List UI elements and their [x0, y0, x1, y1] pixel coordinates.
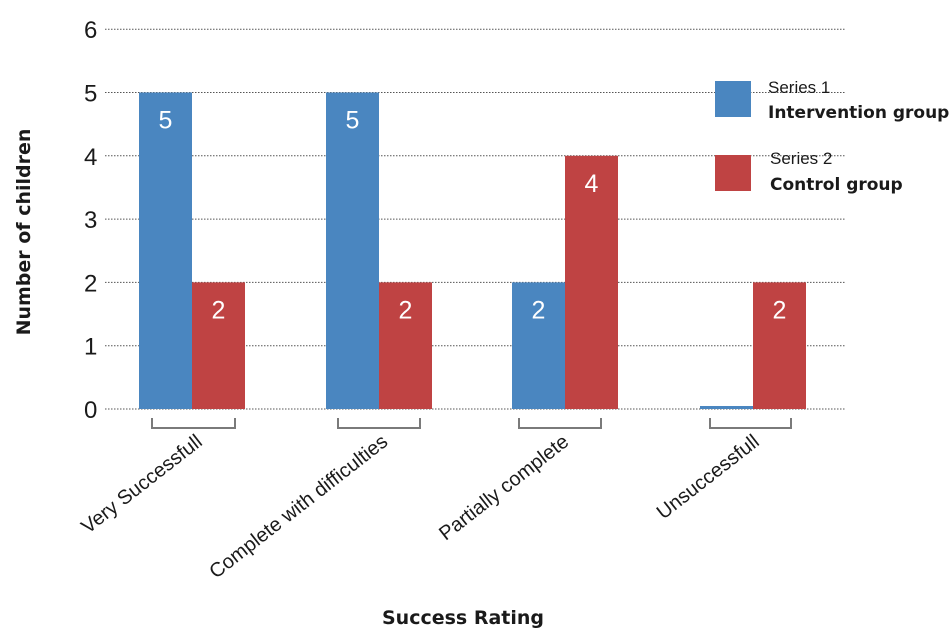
y-tick-label-4: 4 [84, 144, 97, 171]
y-tick-label-5: 5 [84, 81, 97, 108]
x-axis-title: Success Rating [382, 607, 544, 629]
bar-series-2-cat-2 [379, 282, 432, 409]
bar-series-1-cat-1 [139, 92, 192, 409]
bar-series-1-cat-3 [512, 282, 565, 409]
category-brackets [151, 418, 792, 429]
y-tick-label-1: 1 [84, 334, 97, 361]
legend-swatch-series-1 [715, 81, 751, 117]
bar-series-1-cat-4 [700, 406, 753, 409]
y-tick-label-0: 0 [84, 397, 97, 424]
legend-series-1-group: Intervention group [768, 103, 949, 123]
x-tick-label-2: Complete with difficulties [205, 431, 392, 584]
data-label-series-1-cat-1: 5 [159, 107, 173, 135]
legend-series-2-name: Series 2 [770, 149, 832, 168]
bar-series-2-cat-3 [565, 155, 618, 409]
bracket-cat-3 [518, 418, 602, 429]
y-tick-label-6: 6 [84, 17, 97, 44]
x-tick-label-1: Very Successfull [77, 431, 206, 539]
bars: 5 5 2 0 2 2 4 2 [139, 92, 806, 409]
data-label-series-2-cat-1: 2 [212, 296, 226, 324]
data-label-series-2-cat-3: 4 [585, 170, 599, 198]
y-axis-title: Number of children [13, 129, 35, 336]
data-label-series-2-cat-2: 2 [399, 296, 413, 324]
legend: Series 1 Intervention group Series 2 Con… [715, 78, 949, 195]
bracket-cat-4 [709, 418, 792, 429]
y-tick-label-3: 3 [84, 207, 97, 234]
y-tick-label-2: 2 [84, 270, 97, 297]
bracket-cat-1 [151, 418, 236, 429]
bar-series-1-cat-2 [326, 92, 379, 409]
bracket-cat-2 [337, 418, 421, 429]
legend-swatch-series-2 [715, 155, 751, 191]
data-label-series-1-cat-3: 2 [532, 296, 546, 324]
data-label-series-1-cat-4: 0 [720, 371, 734, 399]
legend-series-1-name: Series 1 [768, 78, 830, 97]
bar-series-2-cat-1 [192, 282, 245, 409]
data-label-series-2-cat-4: 2 [773, 296, 787, 324]
legend-series-2-group: Control group [770, 175, 903, 195]
x-tick-label-4: Unsuccessfull [653, 431, 764, 524]
x-tick-label-3: Partially complete [435, 431, 573, 546]
bar-series-2-cat-4 [753, 282, 806, 409]
y-tick-labels: 0 1 2 3 4 5 6 [84, 17, 97, 424]
data-label-series-1-cat-2: 5 [346, 107, 360, 135]
